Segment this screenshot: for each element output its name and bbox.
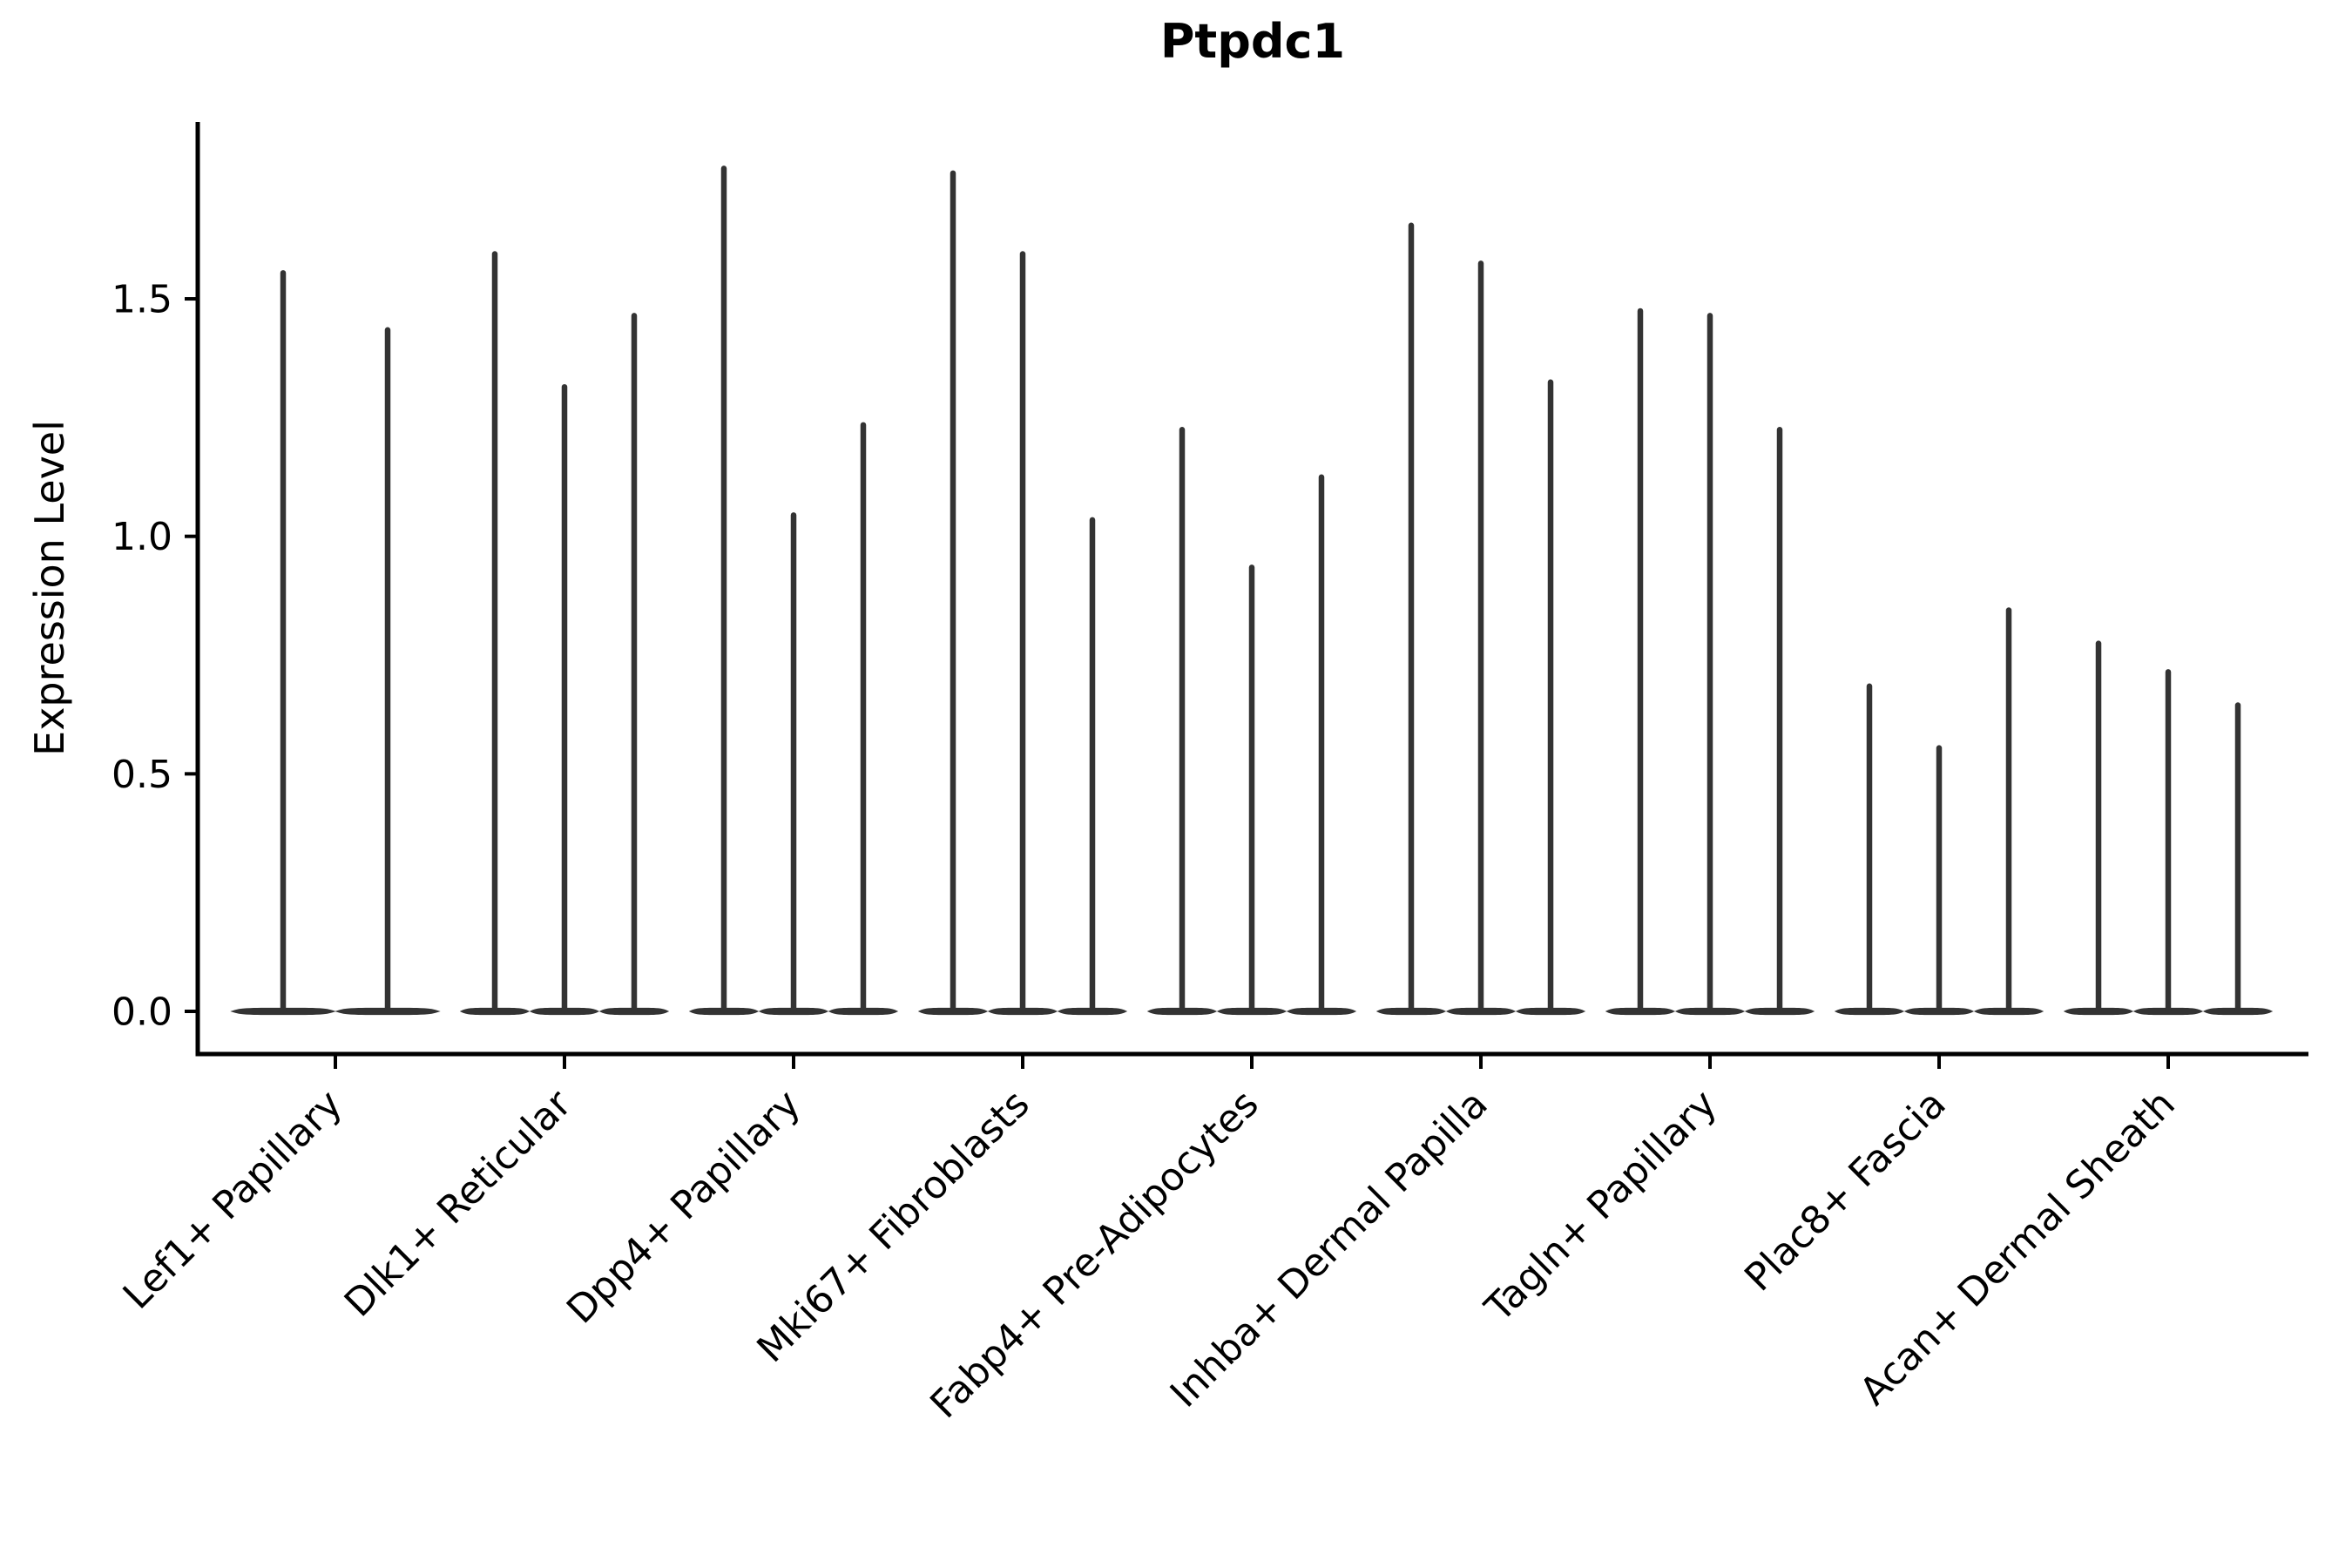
violin (598, 313, 670, 1016)
violin (459, 251, 531, 1016)
y-axis-label: Expression Level (26, 420, 73, 756)
violin (1515, 379, 1586, 1016)
violin (1605, 308, 1676, 1016)
violin (828, 422, 899, 1016)
violin (1674, 313, 1746, 1016)
violin (335, 327, 441, 1016)
violin (1216, 564, 1288, 1016)
axes (185, 122, 2308, 1069)
violin (1973, 607, 2044, 1016)
y-tick-label: 1.5 (112, 277, 172, 321)
violin (2202, 702, 2274, 1016)
violins-layer (230, 166, 2274, 1016)
violin (1146, 427, 1218, 1016)
x-tick-label: Dpp4+ Papillary (558, 1082, 809, 1333)
y-axis-tick-labels: 0.0 0.5 1.0 1.5 (112, 277, 172, 1034)
violin (1057, 517, 1128, 1016)
x-tick-label: Dlk1+ Reticular (336, 1081, 581, 1326)
violin (1286, 474, 1357, 1016)
y-tick-label: 0.0 (112, 990, 172, 1034)
violin (529, 383, 600, 1016)
violin (2063, 640, 2134, 1016)
violin (987, 251, 1058, 1016)
violin (1903, 745, 1975, 1016)
x-tick-label: Tagln+ Papillary (1477, 1082, 1726, 1331)
x-tick-label: Plac8+ Fascia (1736, 1082, 1955, 1301)
chart-title: Ptpdc1 (1160, 14, 1345, 69)
violin (917, 170, 989, 1016)
violin (1744, 427, 1815, 1016)
violin (758, 512, 829, 1016)
violin (1445, 260, 1517, 1016)
y-tick-label: 0.5 (112, 753, 172, 797)
y-tick-label: 1.0 (112, 515, 172, 559)
x-tick-label: Lef1+ Papillary (115, 1082, 351, 1318)
violin (688, 166, 760, 1016)
violin (1834, 683, 1905, 1016)
violin (1375, 222, 1447, 1016)
violin (2132, 669, 2204, 1016)
violin (230, 270, 336, 1016)
